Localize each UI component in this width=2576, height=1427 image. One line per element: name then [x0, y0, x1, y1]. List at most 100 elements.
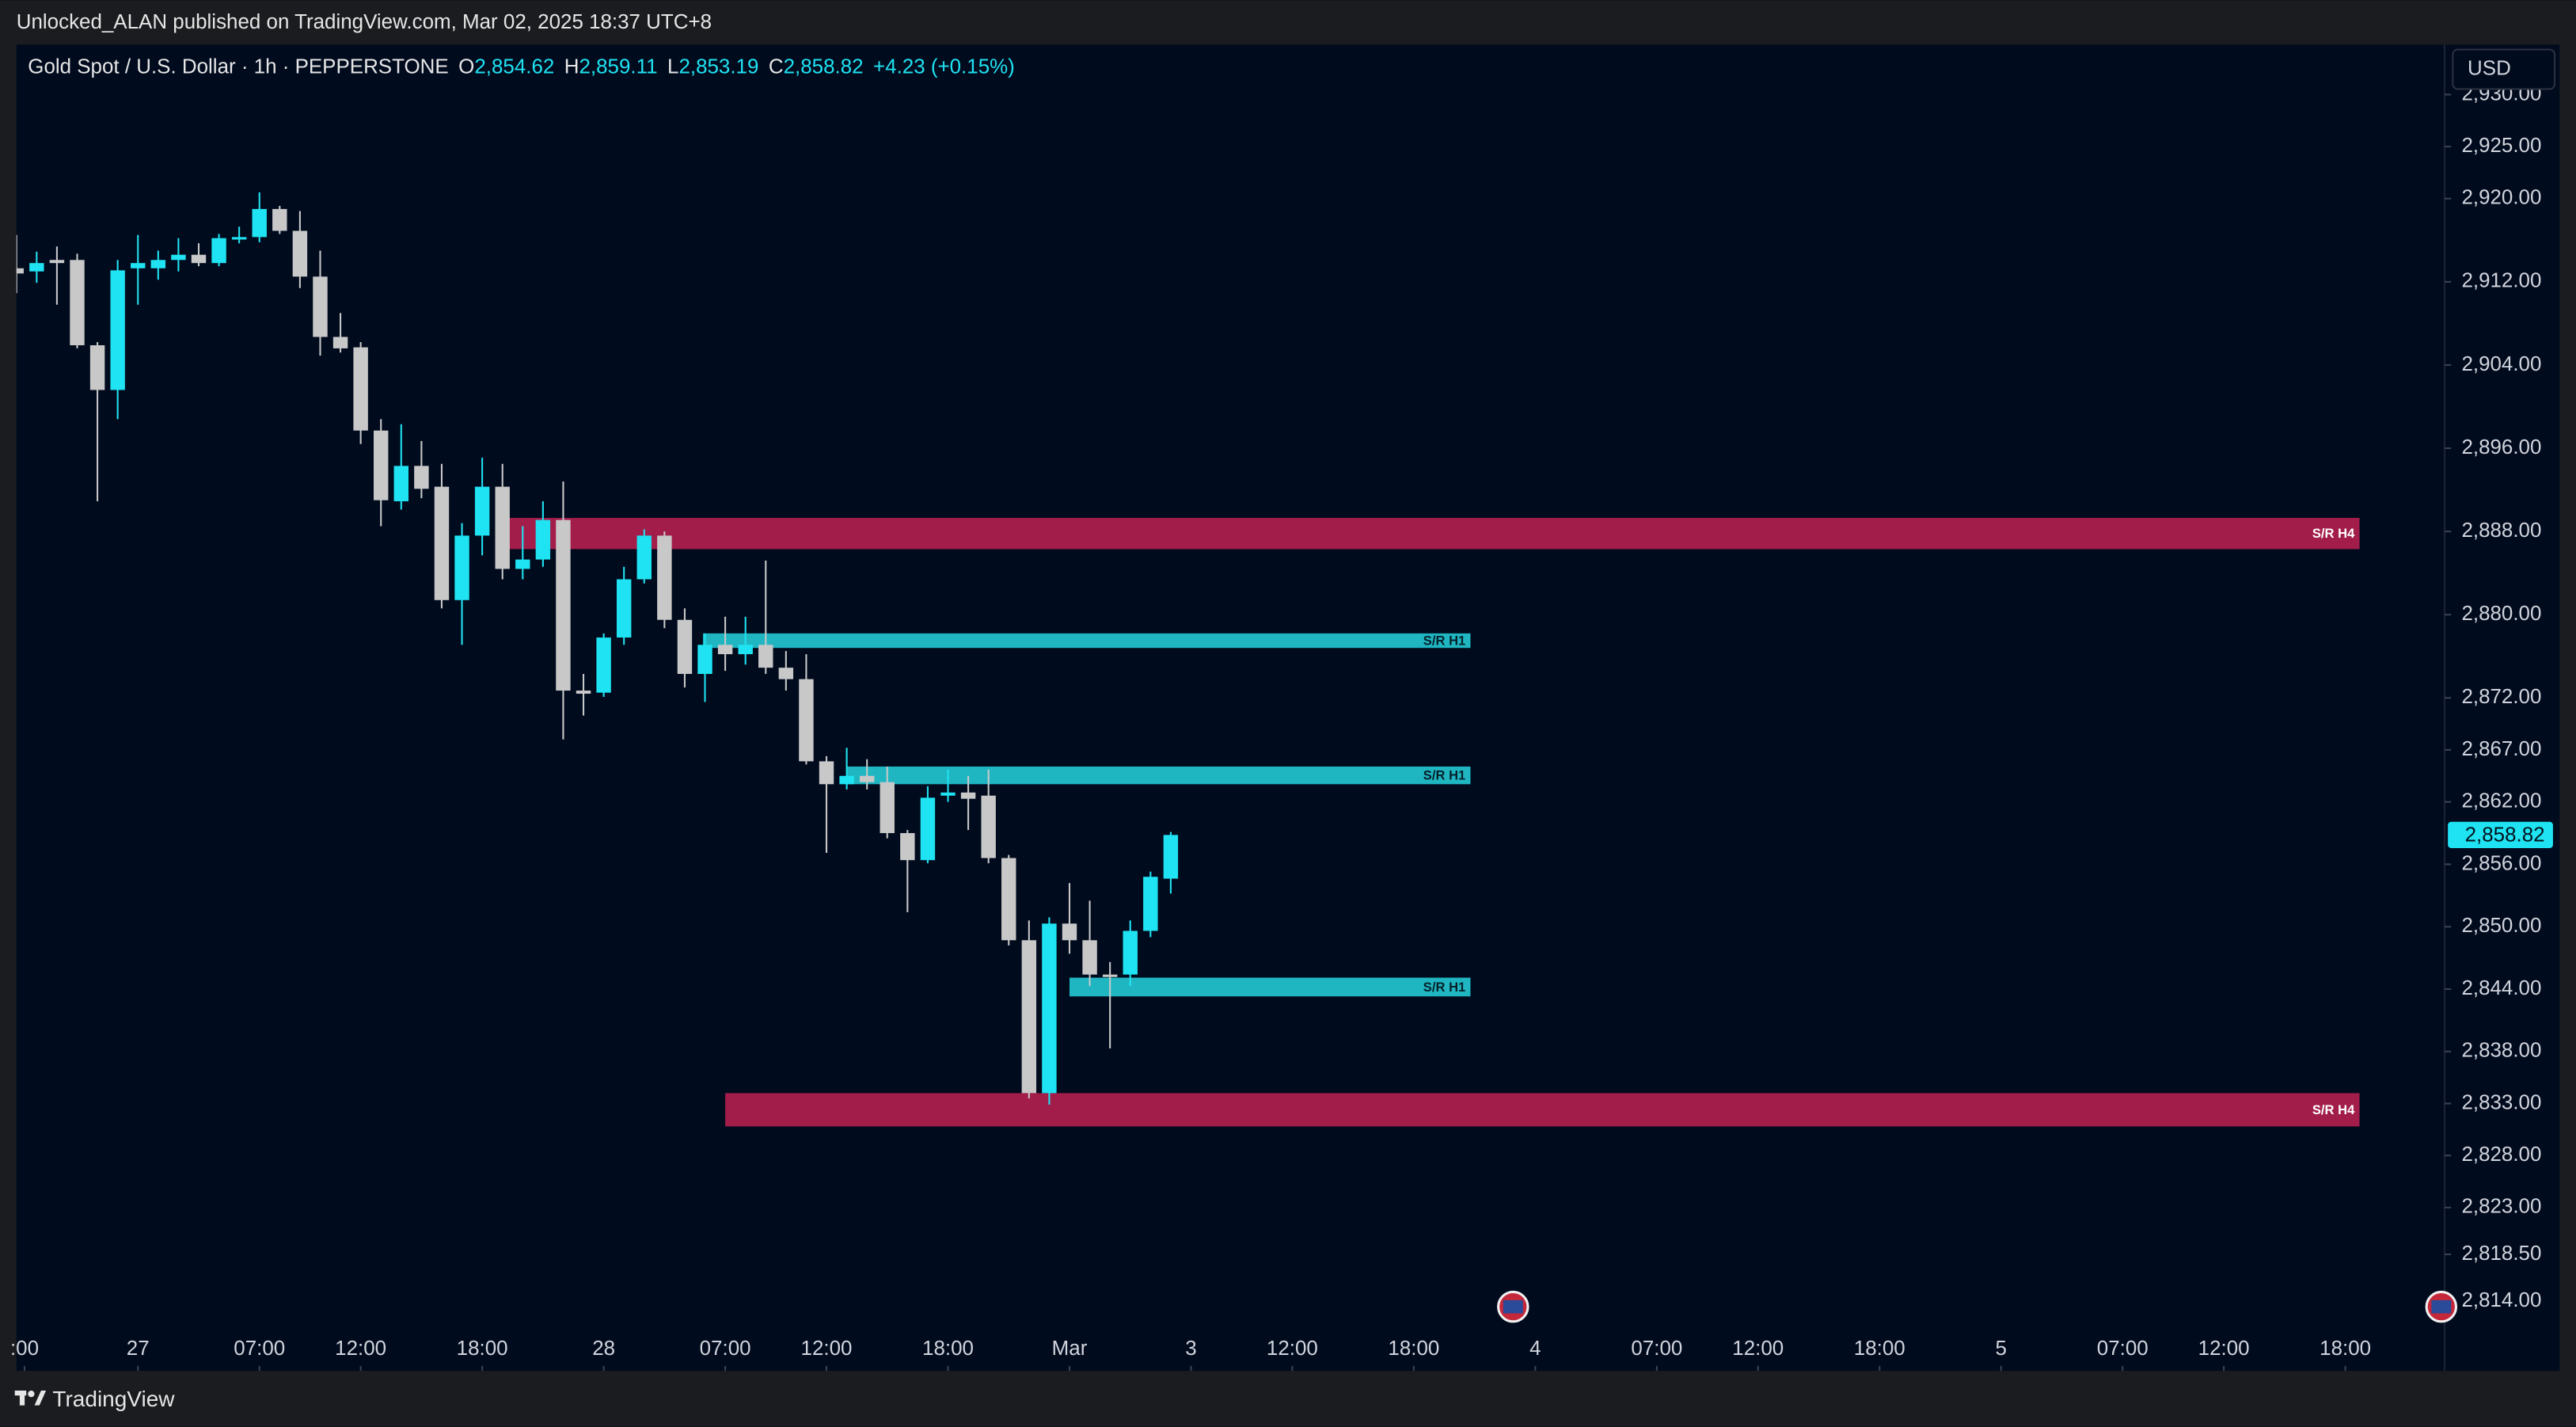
x-tick-label: 18:00 [457, 1338, 508, 1360]
candle-body [414, 466, 429, 489]
candle-body [131, 263, 146, 268]
candle-body [1143, 877, 1158, 931]
x-tick-label: 27 [127, 1338, 150, 1360]
x-tick-label: 07:00 [1631, 1338, 1682, 1360]
candle-body [110, 270, 125, 390]
legend-line: Gold Spot / U.S. Dollar · 1h · PEPPERSTO… [28, 55, 1015, 78]
y-tick-label: 2,814.00 [2461, 1289, 2541, 1311]
candle-body [70, 260, 85, 345]
currency-label: USD [2468, 57, 2511, 79]
y-tick-label: 2,920.00 [2461, 187, 2541, 209]
y-tick-label: 2,880.00 [2461, 603, 2541, 625]
sr-zone [702, 633, 1471, 649]
candle-body [49, 260, 65, 264]
ohlc-value: 2,854.62 [474, 55, 554, 78]
x-tick-label: 12:00 [335, 1338, 386, 1360]
candle-body [799, 679, 814, 762]
y-tick-label: 2,818.50 [2461, 1242, 2541, 1265]
candle-body [717, 645, 733, 655]
sr-zone-label: S/R H1 [1423, 980, 1465, 995]
y-tick-label: 2,850.00 [2461, 915, 2541, 937]
change: +4.23 (+0.15%) [873, 55, 1015, 78]
sr-zone-label: S/R H1 [1423, 768, 1465, 783]
candle-body [778, 668, 794, 679]
y-tick-label: 2,833.00 [2461, 1091, 2541, 1113]
candle-body [556, 519, 571, 691]
y-tick-label: 2,828.00 [2461, 1144, 2541, 1166]
y-tick-label: 2,838.00 [2461, 1040, 2541, 1062]
sr-zone-label: S/R H1 [1423, 633, 1465, 648]
x-tick-label: 12:00 [801, 1338, 853, 1360]
sr-zone [508, 518, 2360, 550]
ohlc-key: L [667, 55, 678, 78]
candle-body [353, 347, 368, 431]
x-tick-label: Mar [1052, 1338, 1088, 1360]
candle-body [981, 795, 996, 858]
candle-body [454, 535, 469, 600]
brand-logo [14, 1391, 47, 1406]
ohlc-value: 2,858.82 [784, 55, 864, 78]
candle-body [920, 797, 936, 861]
event-icon[interactable] [1497, 1290, 1529, 1323]
candle-body [89, 344, 105, 390]
candle-body [859, 775, 875, 782]
candle-body [171, 254, 186, 261]
candle-body [900, 833, 915, 861]
candle-body [374, 430, 389, 500]
x-tick-label: :00 [10, 1338, 39, 1360]
ohlc-value: 2,859.11 [579, 55, 658, 78]
candle-body [150, 260, 166, 268]
candle-body [191, 254, 207, 264]
candle-body [758, 645, 773, 668]
x-tick-label: 07:00 [2097, 1338, 2149, 1360]
x-tick-label: 18:00 [2320, 1338, 2371, 1360]
sr-zone [725, 1093, 2360, 1127]
y-tick-label: 2,904.00 [2461, 353, 2541, 375]
candle-body [1062, 923, 1077, 941]
candle-body [1163, 835, 1179, 879]
ohlc-key: C [769, 55, 784, 78]
sr-zone [846, 766, 1471, 785]
x-tick-label: 07:00 [234, 1338, 285, 1360]
candle-body [1021, 940, 1037, 1094]
candle-body [313, 276, 328, 337]
candle-body [474, 486, 490, 536]
y-tick-label: 2,912.00 [2461, 270, 2541, 292]
event-icon[interactable] [2425, 1290, 2458, 1323]
candle-body [1123, 930, 1138, 975]
sr-zone-label: S/R H4 [2312, 526, 2355, 541]
candle-body [636, 535, 652, 580]
ohlc-key: H [564, 55, 579, 78]
candle-body [1082, 940, 1097, 975]
published-line: Unlocked_ALAN published on TradingView.c… [17, 11, 712, 33]
currency-button[interactable] [2452, 48, 2556, 90]
candle-body [29, 263, 44, 272]
x-tick-label: 07:00 [700, 1338, 751, 1360]
candle-body [596, 637, 611, 693]
ohlc-key: O [458, 55, 474, 78]
y-tick-label: 2,823.00 [2461, 1196, 2541, 1218]
candle-body [272, 208, 287, 231]
candle-body [434, 486, 450, 600]
candle-body [738, 645, 753, 655]
axes: 2,930.002,925.002,920.002,912.002,904.00… [10, 82, 2553, 1372]
candle-body [292, 230, 308, 277]
x-tick-label: 18:00 [1854, 1338, 1905, 1360]
candle-body [1102, 974, 1118, 977]
sr-zone-label: S/R H4 [2312, 1102, 2355, 1117]
x-tick-label: 18:00 [922, 1338, 974, 1360]
candle-body [880, 782, 895, 834]
last-price-label: 2,858.82 [2465, 824, 2545, 846]
candle-body [697, 645, 712, 675]
x-tick-label: 12:00 [2198, 1338, 2250, 1360]
x-tick-label: 12:00 [1732, 1338, 1784, 1360]
candle-body [839, 775, 854, 785]
x-tick-label: 4 [1529, 1338, 1541, 1360]
candle-body [657, 535, 672, 620]
y-tick-label: 2,896.00 [2461, 436, 2541, 459]
candle-body [16, 268, 24, 274]
x-tick-label: 3 [1185, 1338, 1196, 1360]
candle-body [252, 208, 267, 238]
